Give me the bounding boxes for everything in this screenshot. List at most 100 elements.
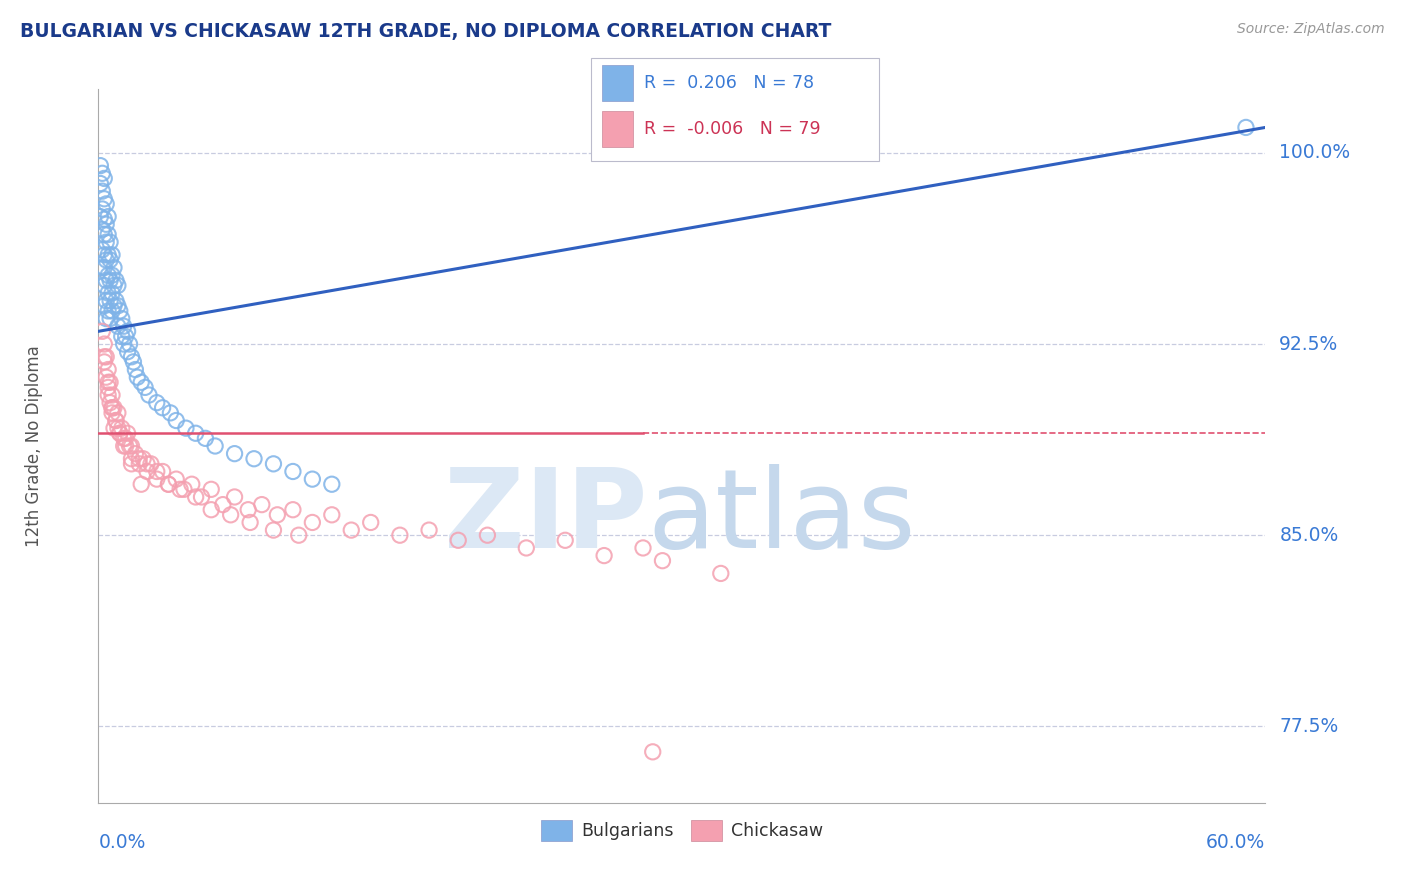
Point [89,210,111,224]
Text: 92.5%: 92.5% [1279,334,1339,353]
Point [165,413,187,427]
Point [93,350,115,364]
Point [96,350,118,364]
Point [91,166,114,180]
Point [114,431,136,445]
Point [388,528,411,542]
Point [122,355,145,369]
Point [477,528,499,542]
Point [321,477,343,491]
Point [111,421,134,435]
Text: 85.0%: 85.0% [1279,525,1339,545]
Text: 60.0%: 60.0% [1206,833,1265,853]
Text: 12th Grade, No Diploma: 12th Grade, No Diploma [25,345,44,547]
Point [121,457,143,471]
Point [97,286,120,301]
Point [129,376,152,390]
Point [97,248,120,262]
Point [93,248,115,262]
Point [340,523,363,537]
Point [104,273,127,287]
Point [107,319,129,334]
Point [124,362,146,376]
Point [224,490,246,504]
Point [152,465,174,479]
Point [91,202,114,216]
Point [103,421,125,435]
Point [165,472,187,486]
Point [360,516,382,530]
Point [104,293,127,308]
Point [96,370,118,384]
Point [138,388,160,402]
Legend: Bulgarians, Chickasaw: Bulgarians, Chickasaw [534,813,830,847]
Point [101,268,124,283]
Point [112,431,135,445]
Point [173,483,195,497]
Point [121,439,143,453]
Point [96,217,118,231]
Point [97,362,120,376]
Point [146,472,169,486]
Point [98,273,121,287]
Point [98,395,121,409]
Point [136,457,159,471]
Point [96,273,118,287]
Point [418,523,440,537]
Point [93,355,115,369]
Point [651,554,673,568]
Point [101,304,124,318]
Point [91,324,114,338]
Point [96,252,118,267]
Point [128,457,150,471]
Point [98,252,121,267]
Point [93,171,115,186]
Point [114,329,136,343]
Point [641,745,664,759]
Text: BULGARIAN VS CHICKASAW 12TH GRADE, NO DIPLOMA CORRELATION CHART: BULGARIAN VS CHICKASAW 12TH GRADE, NO DI… [20,22,831,41]
Point [159,406,181,420]
Point [262,523,284,537]
Text: R =  0.206   N = 78: R = 0.206 N = 78 [644,74,814,92]
Point [96,235,118,249]
Point [97,304,120,318]
Point [136,465,159,479]
Point [108,426,131,441]
Point [98,376,121,390]
Text: 100.0%: 100.0% [1279,144,1350,162]
Point [447,533,470,548]
Point [1234,120,1257,135]
Point [104,413,127,427]
Point [117,344,139,359]
Point [124,447,146,461]
Text: R =  -0.006   N = 79: R = -0.006 N = 79 [644,120,821,138]
Point [157,477,180,491]
Point [93,260,115,275]
Point [98,235,121,249]
Point [101,388,124,402]
Point [91,243,114,257]
Point [287,528,309,542]
Point [97,380,120,394]
Point [169,483,191,497]
Point [515,541,537,555]
Point [98,311,121,326]
Point [157,477,180,491]
Point [108,426,131,441]
Point [127,370,149,384]
Point [108,304,131,318]
Point [97,376,120,390]
Point [301,472,323,486]
Point [111,311,134,326]
Point [89,159,111,173]
Point [174,421,197,435]
Point [107,278,129,293]
Point [89,177,111,191]
Point [281,502,304,516]
Point [93,278,115,293]
Point [224,447,246,461]
Point [96,197,118,211]
Point [97,388,120,402]
Point [114,439,136,453]
Point [200,502,222,516]
